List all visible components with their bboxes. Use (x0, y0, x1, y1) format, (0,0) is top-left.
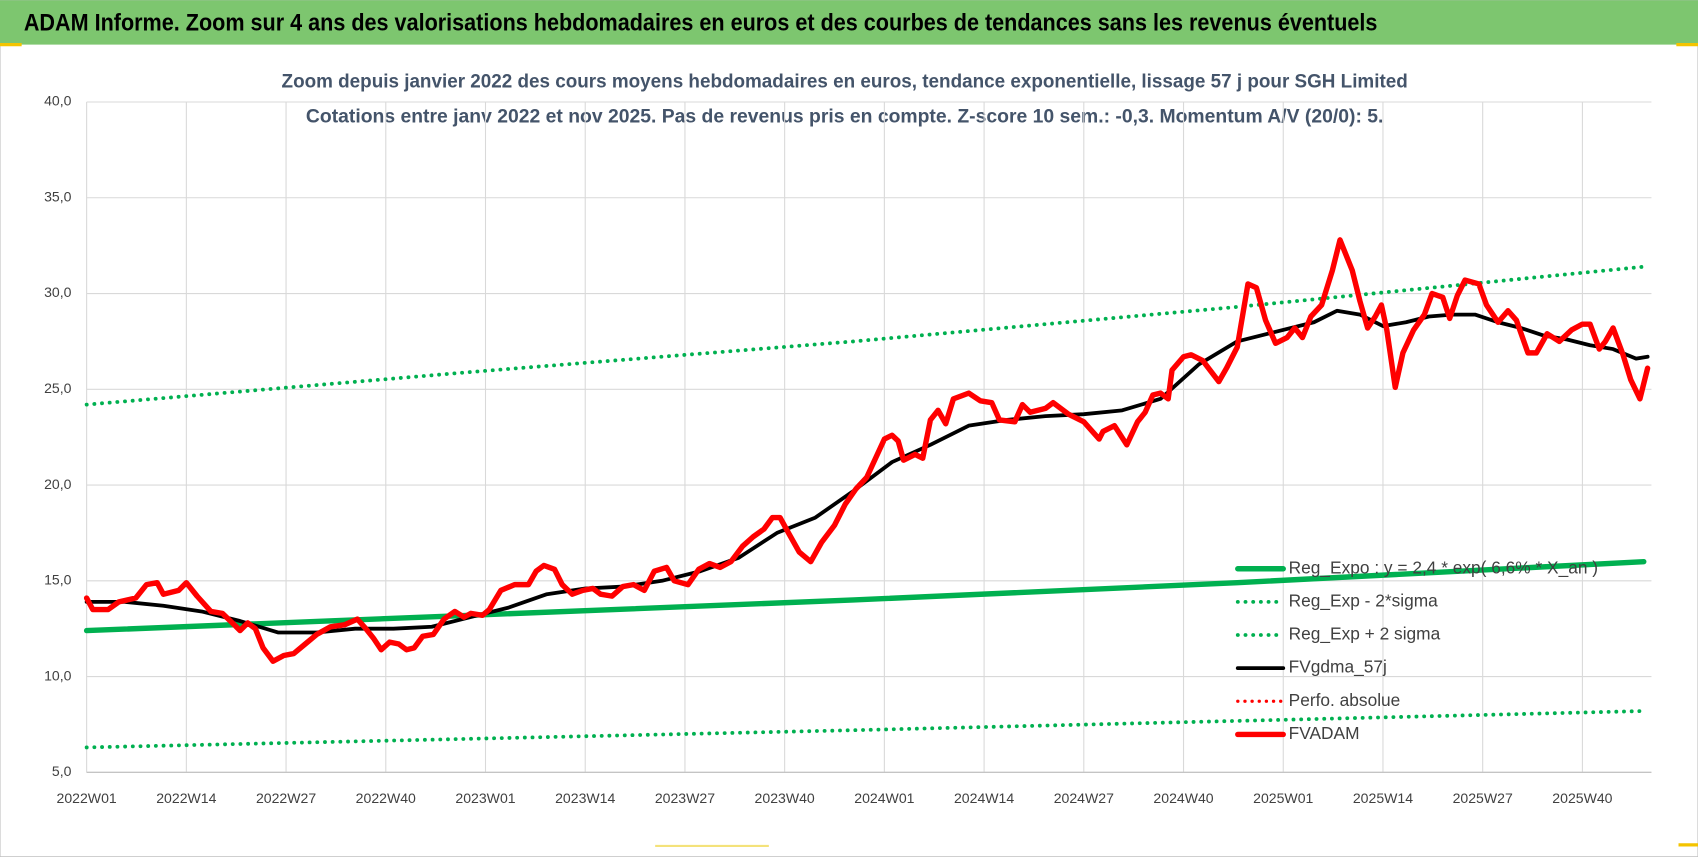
y-tick-label: 30,0 (44, 284, 72, 300)
series-line (84, 709, 1646, 750)
series-line (84, 264, 1646, 407)
legend: Reg_Expo : y = 2,4 * exp( 6,6% * X_an ) R… (1235, 557, 1598, 743)
x-tick-label: 2025W14 (1353, 790, 1413, 806)
x-tick-label: 2024W01 (854, 790, 914, 806)
grid: 5,0 10,0 15,0 20,0 25,0 30,0 35,0 40,0 2022W01 20… (44, 93, 1652, 806)
y-tick-label: 10,0 (44, 667, 72, 683)
x-tick-label: 2024W14 (954, 790, 1014, 806)
x-tick-label: 2023W27 (655, 790, 715, 806)
legend-label: FVADAM (1289, 723, 1360, 743)
x-tick-label: 2024W40 (1153, 790, 1213, 806)
legend-label: Reg_Expo : y = 2,4 * exp( 6,6% * X_an ) (1289, 557, 1598, 577)
y-tick-label: 35,0 (44, 188, 72, 204)
y-tick-label: 40,0 (44, 93, 72, 109)
banner (0, 0, 1698, 45)
plot (83, 237, 1651, 750)
x-tick-label: 2022W27 (256, 790, 316, 806)
y-tick-label: 20,0 (44, 476, 72, 492)
x-tick-label: 2022W01 (57, 790, 117, 806)
x-tick-label: 2025W27 (1453, 790, 1513, 806)
chart-subtitle: Cotations entre janv 2022 et nov 2025. P… (306, 105, 1383, 127)
y-tick-label: 15,0 (44, 572, 72, 588)
x-tick-label: 2023W40 (755, 790, 815, 806)
legend-label: FVgdma_57j (1289, 657, 1387, 677)
series-line (84, 308, 1650, 635)
x-tick-label: 2023W14 (555, 790, 615, 806)
series-line (83, 558, 1647, 634)
x-tick-label: 2024W27 (1054, 790, 1114, 806)
legend-label: Reg_Exp - 2*sigma (1289, 590, 1439, 610)
x-tick-label: 2025W01 (1253, 790, 1313, 806)
y-tick-label: 25,0 (44, 380, 72, 396)
chart-title: Zoom depuis janvier 2022 des cours moyen… (282, 71, 1408, 93)
series-line (83, 237, 1651, 664)
x-tick-label: 2022W40 (356, 790, 416, 806)
banner-title: ADAM Informe. Zoom sur 4 ans des valoris… (24, 9, 1378, 36)
legend-label: Perfo. absolue (1289, 690, 1401, 710)
x-tick-label: 2022W14 (156, 790, 216, 806)
y-tick-label: 5,0 (52, 763, 72, 779)
x-tick-label: 2025W40 (1552, 790, 1612, 806)
x-tick-label: 2023W01 (455, 790, 515, 806)
legend-label: Reg_Exp + 2 sigma (1289, 624, 1441, 644)
